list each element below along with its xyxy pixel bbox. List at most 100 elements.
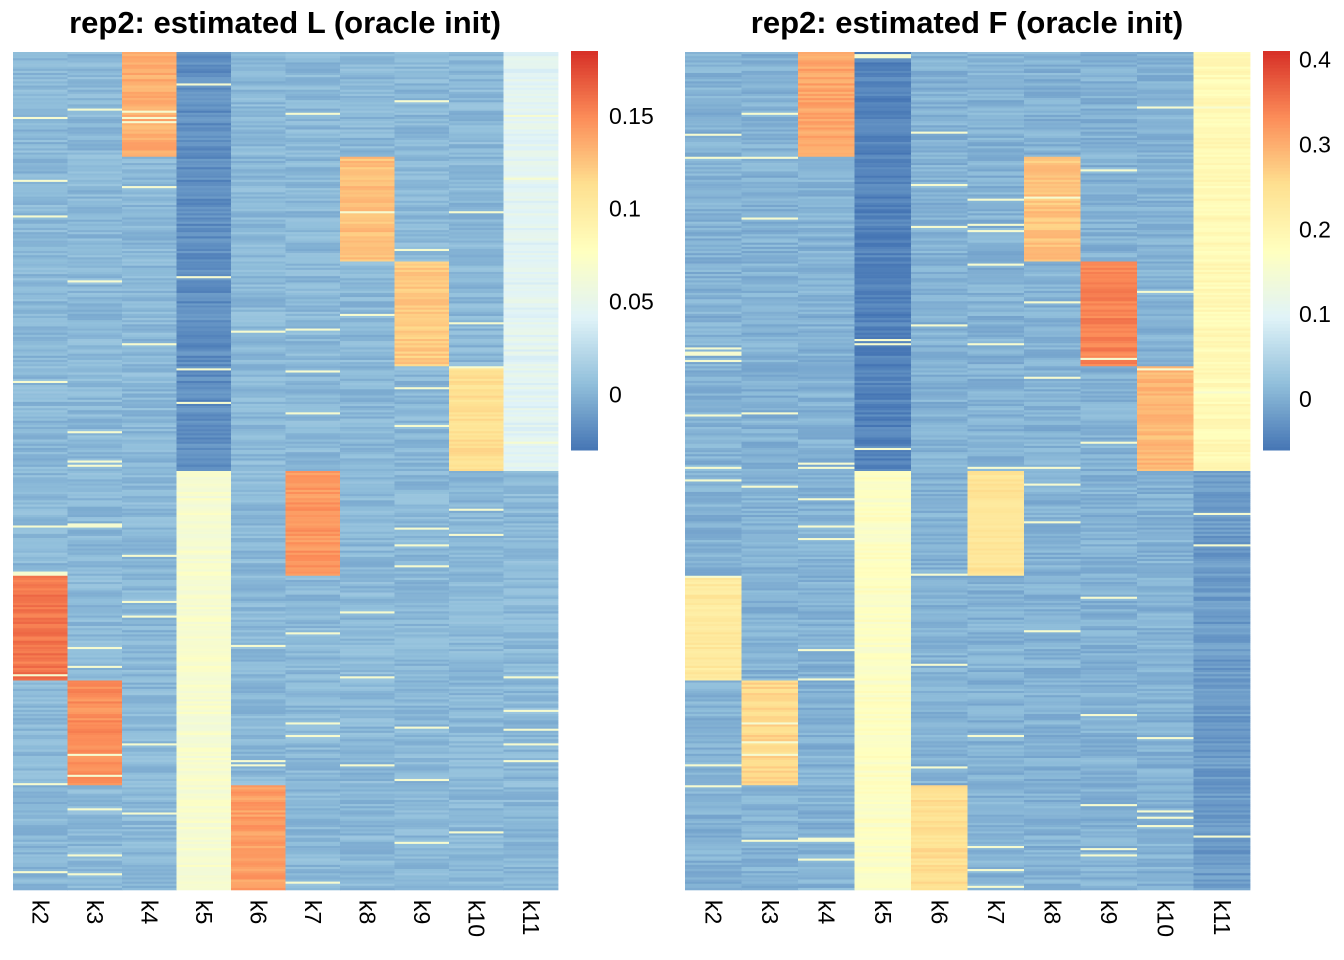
heatmap-cell (503, 883, 559, 887)
heatmap-cell (67, 638, 123, 641)
heatmap-cell (449, 843, 504, 847)
heatmap-cell (685, 567, 742, 570)
heatmap-cell (285, 424, 341, 428)
heatmap-cell (285, 127, 341, 130)
heatmap-cell (231, 770, 286, 773)
heatmap-cell (449, 422, 504, 426)
heatmap-cell (798, 60, 855, 63)
heatmap-cell (685, 433, 742, 436)
heatmap-cell (503, 454, 559, 457)
heatmap-cell (449, 774, 504, 778)
heatmap-cell (13, 175, 68, 178)
heatmap-cell (122, 812, 177, 815)
heatmap-cell (67, 464, 123, 468)
heatmap-cell (122, 435, 177, 438)
colorbar-segment (571, 220, 598, 225)
heatmap-cell (285, 468, 341, 472)
heatmap-cell (340, 607, 395, 610)
heatmap-cell (67, 848, 123, 851)
heatmap-cell (394, 330, 450, 334)
heatmap-cell (340, 866, 395, 870)
heatmap-cell (122, 227, 177, 231)
heatmap-cell (122, 261, 177, 264)
heatmap-cell (176, 284, 232, 287)
heatmap-cell (685, 758, 742, 761)
heatmap-cell (231, 707, 286, 711)
heatmap-cell (394, 223, 450, 227)
heatmap-cell (285, 502, 341, 505)
heatmap-cell (394, 594, 450, 597)
heatmap-cell (503, 167, 559, 170)
heatmap-cell (503, 238, 559, 241)
heatmap-cell (285, 770, 341, 773)
heatmap-cell (741, 802, 799, 805)
heatmap-cell (449, 517, 504, 520)
heatmap-cell (340, 261, 395, 264)
heatmap-cell (449, 701, 504, 704)
heatmap-cell (340, 144, 395, 147)
heatmap-cell (685, 783, 742, 786)
heatmap-cell (503, 799, 559, 803)
heatmap-cell (394, 87, 450, 91)
heatmap-cell (685, 326, 742, 329)
heatmap-cell (13, 328, 68, 331)
heatmap-cell (685, 659, 742, 662)
heatmap-cell (741, 148, 799, 151)
heatmap-cell (394, 680, 450, 683)
heatmap-cell (340, 512, 395, 516)
heatmap-cell (394, 720, 450, 723)
heatmap-cell (67, 602, 123, 606)
heatmap-cell (231, 204, 286, 208)
heatmap-cell (741, 466, 799, 470)
heatmap-cell (13, 883, 68, 887)
heatmap-cell (741, 181, 799, 185)
heatmap-cell (340, 271, 395, 275)
heatmap-cell (685, 772, 742, 776)
heatmap-cell (741, 655, 799, 658)
heatmap-cell (685, 517, 742, 520)
heatmap-cell (741, 816, 799, 820)
heatmap-cell (449, 85, 504, 88)
heatmap-cell (67, 755, 123, 759)
heatmap-cell (449, 875, 504, 878)
heatmap-cell (231, 588, 286, 591)
heatmap-cell (685, 79, 742, 82)
heatmap-cell (67, 594, 123, 597)
heatmap-cell (122, 167, 177, 170)
heatmap-cell (13, 705, 68, 709)
heatmap-cell (285, 196, 341, 199)
heatmap-cell (340, 406, 395, 409)
heatmap-cell (685, 487, 742, 491)
heatmap-cell (340, 366, 395, 369)
heatmap-cell (340, 856, 395, 859)
heatmap-cell (67, 829, 123, 832)
heatmap-cell (67, 364, 123, 367)
heatmap-cell (685, 519, 742, 522)
heatmap-cell (503, 814, 559, 817)
heatmap-cell (122, 561, 177, 564)
heatmap-cell (503, 869, 559, 872)
heatmap-cell (741, 732, 799, 736)
heatmap-cell (685, 475, 742, 478)
heatmap-cell (285, 814, 341, 817)
heatmap-cell (449, 695, 504, 698)
heatmap-cell (67, 60, 123, 63)
heatmap-cell (741, 726, 799, 729)
heatmap-cell (449, 135, 504, 139)
heatmap-cell (798, 123, 855, 126)
heatmap-cell (67, 866, 123, 870)
heatmap-cell (741, 887, 799, 891)
heatmap-cell (13, 632, 68, 635)
heatmap-cell (122, 75, 177, 78)
heatmap-cell (798, 100, 855, 103)
heatmap-cell (67, 387, 123, 390)
heatmap-cell (13, 395, 68, 398)
heatmap-cell (285, 125, 341, 128)
heatmap-cell (340, 812, 395, 815)
heatmap-cell (13, 577, 68, 581)
heatmap-cell (122, 825, 177, 828)
heatmap-cell (285, 85, 341, 88)
heatmap-cell (13, 525, 68, 528)
heatmap-cell (340, 720, 395, 723)
heatmap-cell (176, 774, 232, 778)
